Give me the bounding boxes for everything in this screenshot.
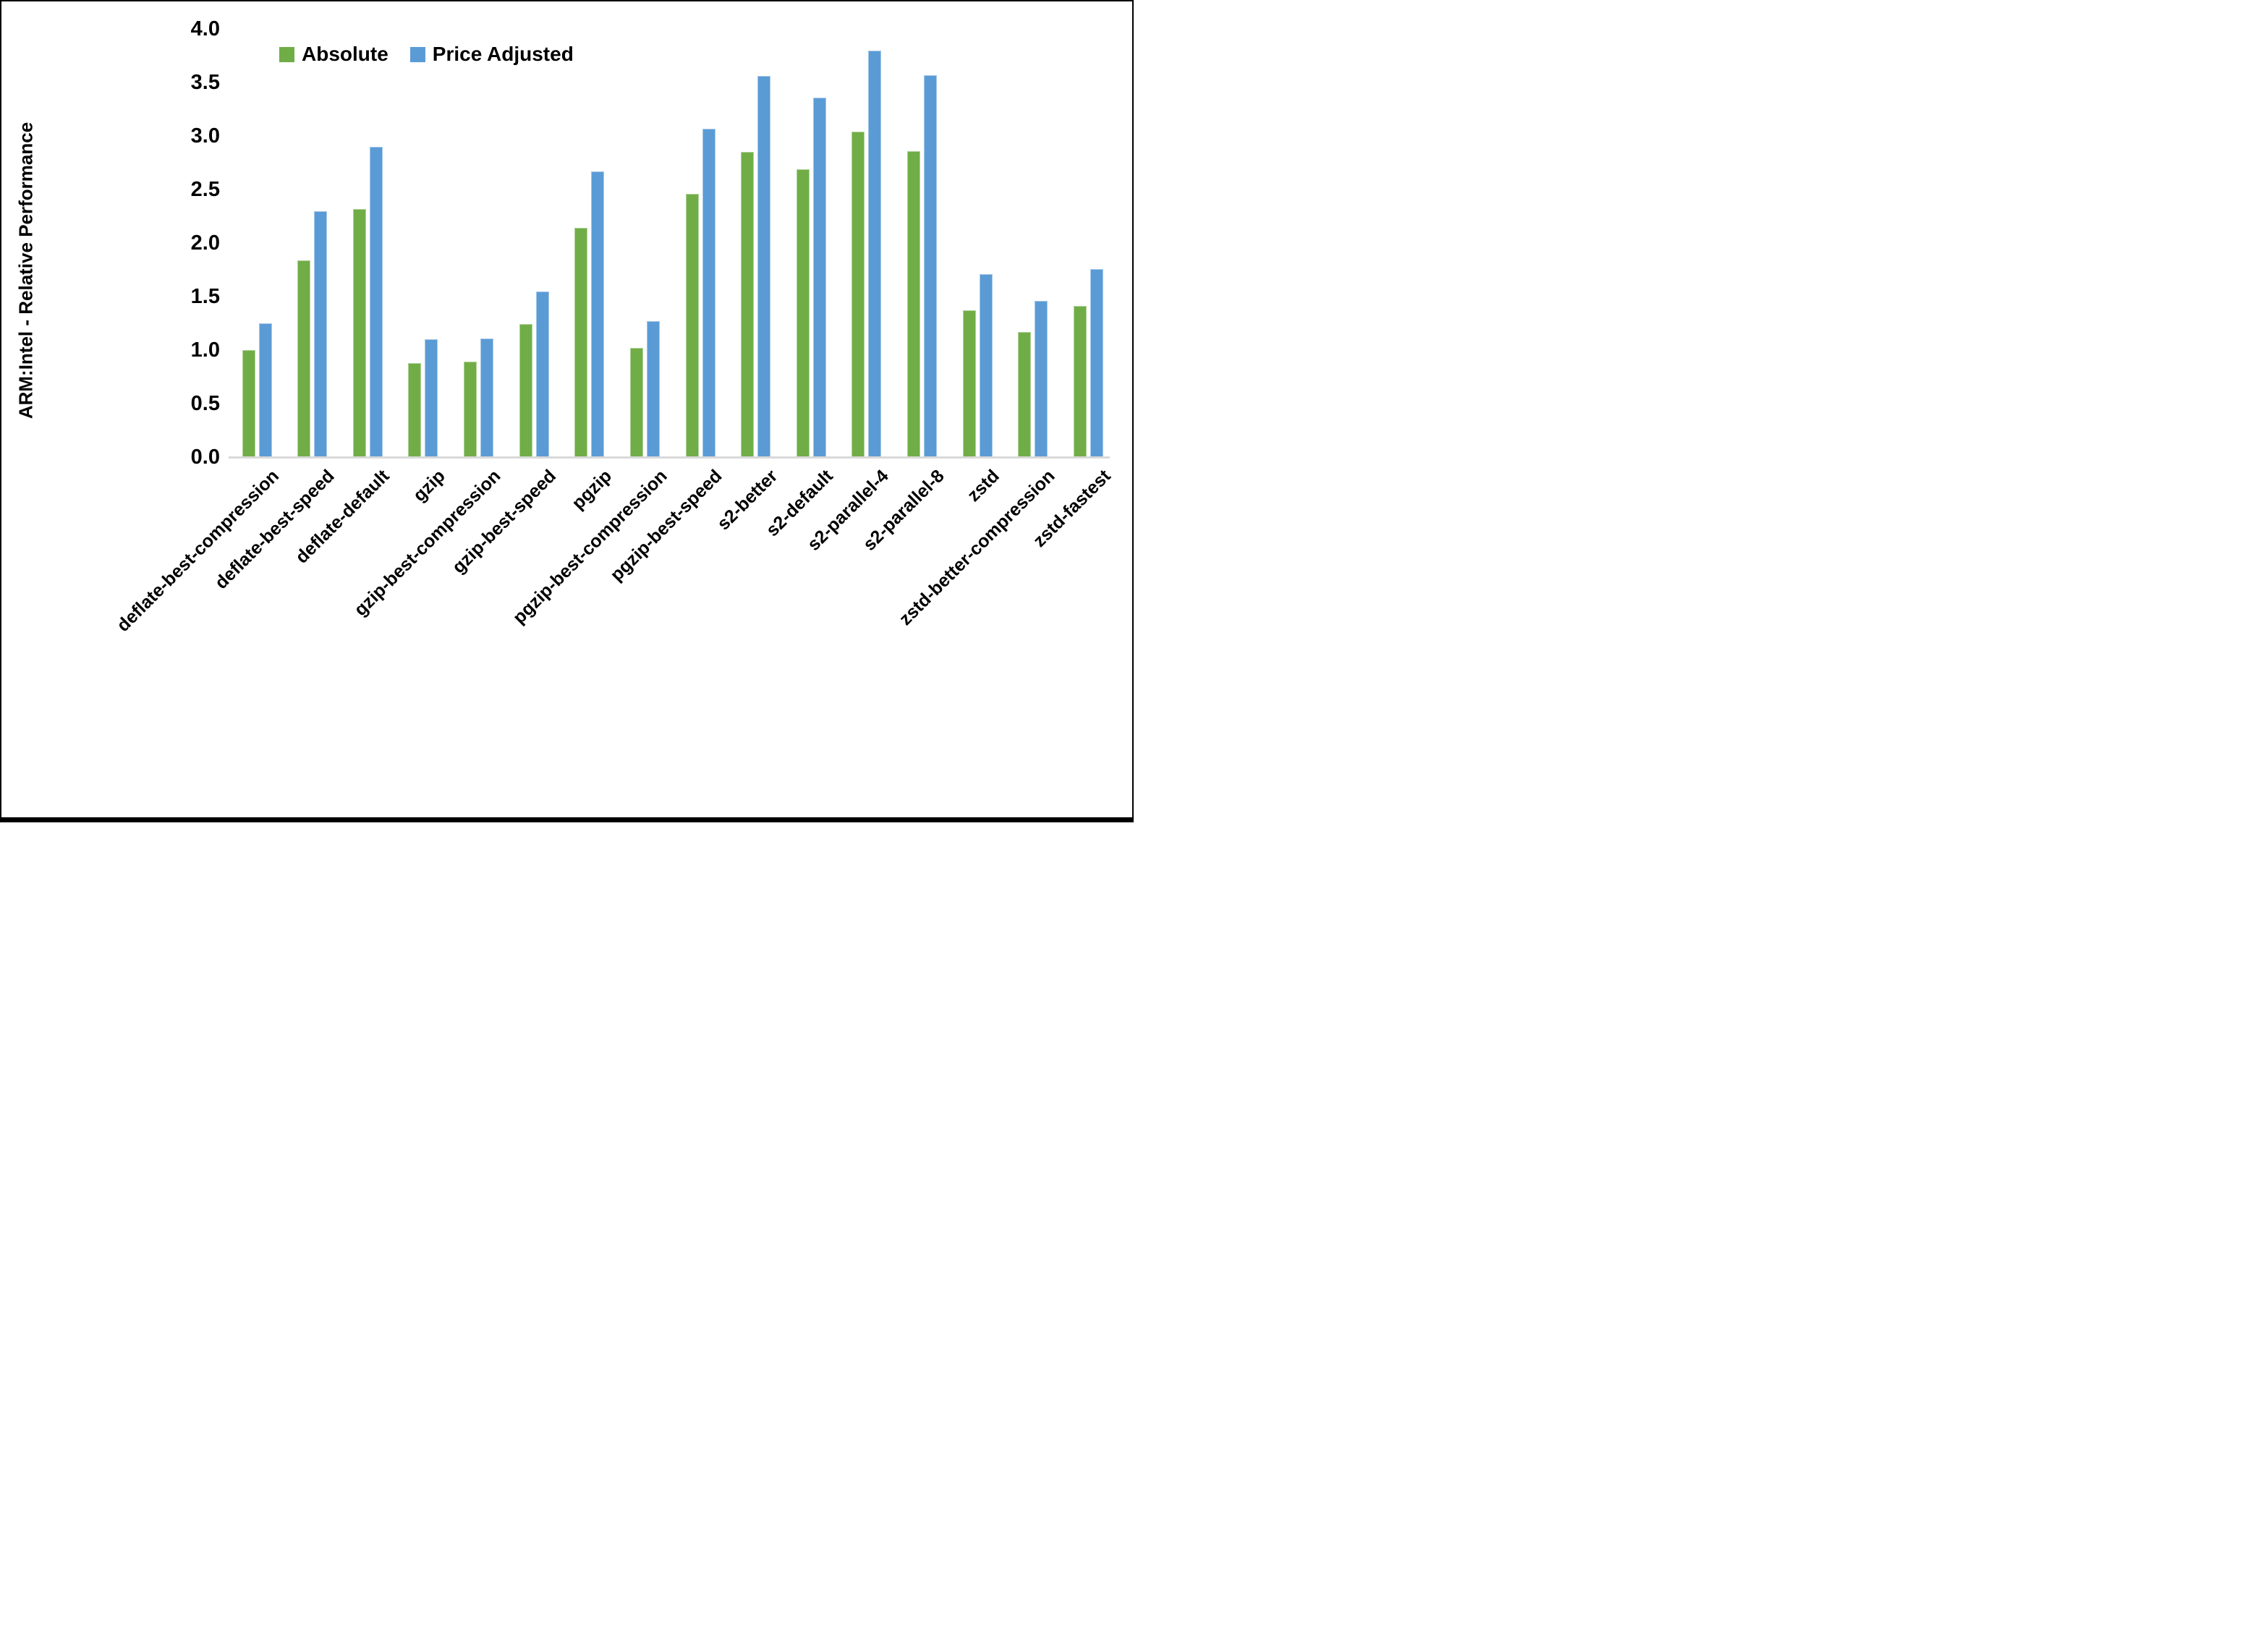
chart-legend: Absolute Price Adjusted <box>279 43 595 66</box>
y-tick-label: 0.0 <box>190 446 220 469</box>
x-category-label: zstd <box>963 466 1004 506</box>
bar-absolute <box>574 228 588 457</box>
bar-price-adjusted <box>1035 301 1048 457</box>
y-tick-label: 2.5 <box>190 178 220 201</box>
bar-price-adjusted <box>425 339 438 457</box>
bar-absolute <box>408 363 422 457</box>
bar-absolute <box>962 310 976 457</box>
bar-absolute <box>796 169 810 457</box>
bar-price-adjusted <box>314 211 328 457</box>
bar-absolute <box>464 362 477 457</box>
bar-price-adjusted <box>646 321 660 457</box>
bar-absolute <box>1073 306 1087 457</box>
legend-label: Price Adjusted <box>432 43 574 65</box>
y-tick-label: 4.0 <box>190 17 220 41</box>
y-tick-label: 2.0 <box>190 231 220 255</box>
x-category-label: gzip <box>409 466 449 506</box>
bar-absolute <box>297 260 311 457</box>
bar-price-adjusted <box>868 51 882 457</box>
bar-price-adjusted <box>924 75 938 457</box>
x-category-label: pgzip <box>567 466 616 514</box>
bar-absolute <box>685 194 699 457</box>
bar-price-adjusted <box>979 274 993 457</box>
x-axis-line <box>229 456 1110 459</box>
bar-price-adjusted <box>1090 269 1103 457</box>
bar-absolute <box>851 132 865 457</box>
bar-price-adjusted <box>480 338 494 457</box>
bar-absolute <box>352 209 366 457</box>
bar-price-adjusted <box>812 98 826 457</box>
bar-absolute <box>741 152 755 457</box>
bar-price-adjusted <box>258 323 272 457</box>
x-category-label: gzip-best-speed <box>448 466 560 578</box>
x-category-label: deflate-default <box>292 466 394 568</box>
bar-absolute <box>907 151 921 457</box>
y-tick-label: 3.0 <box>190 124 220 148</box>
bar-absolute <box>1018 332 1032 457</box>
bar-absolute <box>519 324 532 457</box>
bar-price-adjusted <box>369 147 383 457</box>
bar-price-adjusted <box>702 129 715 457</box>
chart-frame: ARM:Intel - Relative Performance Absolut… <box>0 0 1134 822</box>
bar-absolute <box>629 348 643 457</box>
bar-price-adjusted <box>757 76 771 457</box>
y-tick-label: 0.5 <box>190 392 220 415</box>
y-tick-label: 1.0 <box>190 338 220 362</box>
bar-price-adjusted <box>535 291 549 457</box>
legend-swatch-icon <box>409 46 425 62</box>
legend-label: Absolute <box>302 43 388 65</box>
y-tick-label: 3.5 <box>190 71 220 94</box>
legend-swatch-icon <box>279 46 294 62</box>
bar-price-adjusted <box>591 171 605 457</box>
bar-absolute <box>242 350 255 457</box>
y-axis-title: ARM:Intel - Relative Performance <box>14 122 37 419</box>
y-tick-label: 1.5 <box>190 285 220 308</box>
